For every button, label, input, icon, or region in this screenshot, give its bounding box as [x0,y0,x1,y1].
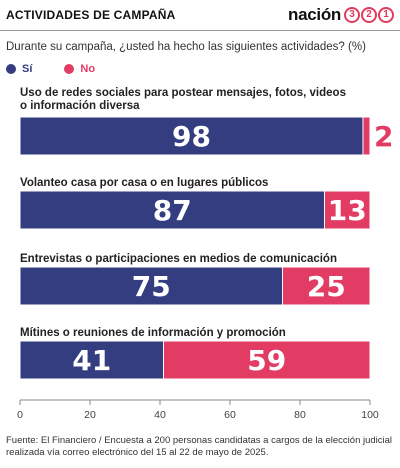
bar-segment-no [324,190,371,230]
bar-segment-si [19,116,364,156]
brand-logo: nación 3 2 1 [288,4,394,26]
source-note: Fuente: El Financiero / Encuesta a 200 p… [6,435,393,458]
chart-header: ACTIVIDADES DE CAMPAÑA nación 3 2 1 [0,0,400,31]
section-title: ACTIVIDADES DE CAMPAÑA [6,8,176,22]
chart-subtitle: Durante su campaña, ¿usted ha hecho las … [6,41,366,53]
category-label: Uso de redes sociales para postear mensa… [20,87,346,99]
data-label: 13 [328,194,367,227]
category-label: Volanteo casa por casa o en lugares públ… [20,177,268,189]
x-tick-label: 100 [361,409,379,421]
legend-swatch-si [6,64,16,74]
bar-segment-si [19,266,283,306]
bar-segment-no [282,266,371,306]
bar-segment-si [19,190,325,230]
x-tick-label: 60 [224,409,236,421]
legend-label-si: Sí [22,63,33,75]
legend-swatch-no [64,64,75,74]
category-label: Mítines o reuniones de información y pro… [20,327,286,339]
data-label: 87 [153,194,192,227]
x-tick-label: 80 [294,409,306,421]
chart-legend: Sí No [6,62,127,76]
bar-segment-no [362,116,371,156]
data-label: 59 [247,344,286,377]
bar-segment-si [19,340,164,380]
legend-item-no: No [64,63,95,75]
logo-digit-circle: 3 [344,7,360,23]
logo-digit-circle: 1 [378,7,394,23]
x-tick-label: 40 [154,409,166,421]
stacked-bar-chart: Uso de redes sociales para postear mensa… [17,87,393,421]
category-label: Entrevistas o participaciones en medios … [20,253,337,265]
legend-item-si: Sí [6,63,32,75]
data-label: 2 [374,120,393,153]
logo-wordmark: nación [288,5,341,24]
category-label: o información diversa [20,100,140,112]
x-tick-label: 0 [17,409,23,421]
data-label: 41 [72,344,111,377]
x-tick-label: 20 [84,409,96,421]
legend-label-no: No [80,63,96,75]
data-label: 98 [172,120,211,153]
logo-digit-circle: 2 [361,7,377,23]
data-label: 75 [132,270,171,303]
bar-segment-no [163,340,371,380]
data-label: 25 [307,270,346,303]
